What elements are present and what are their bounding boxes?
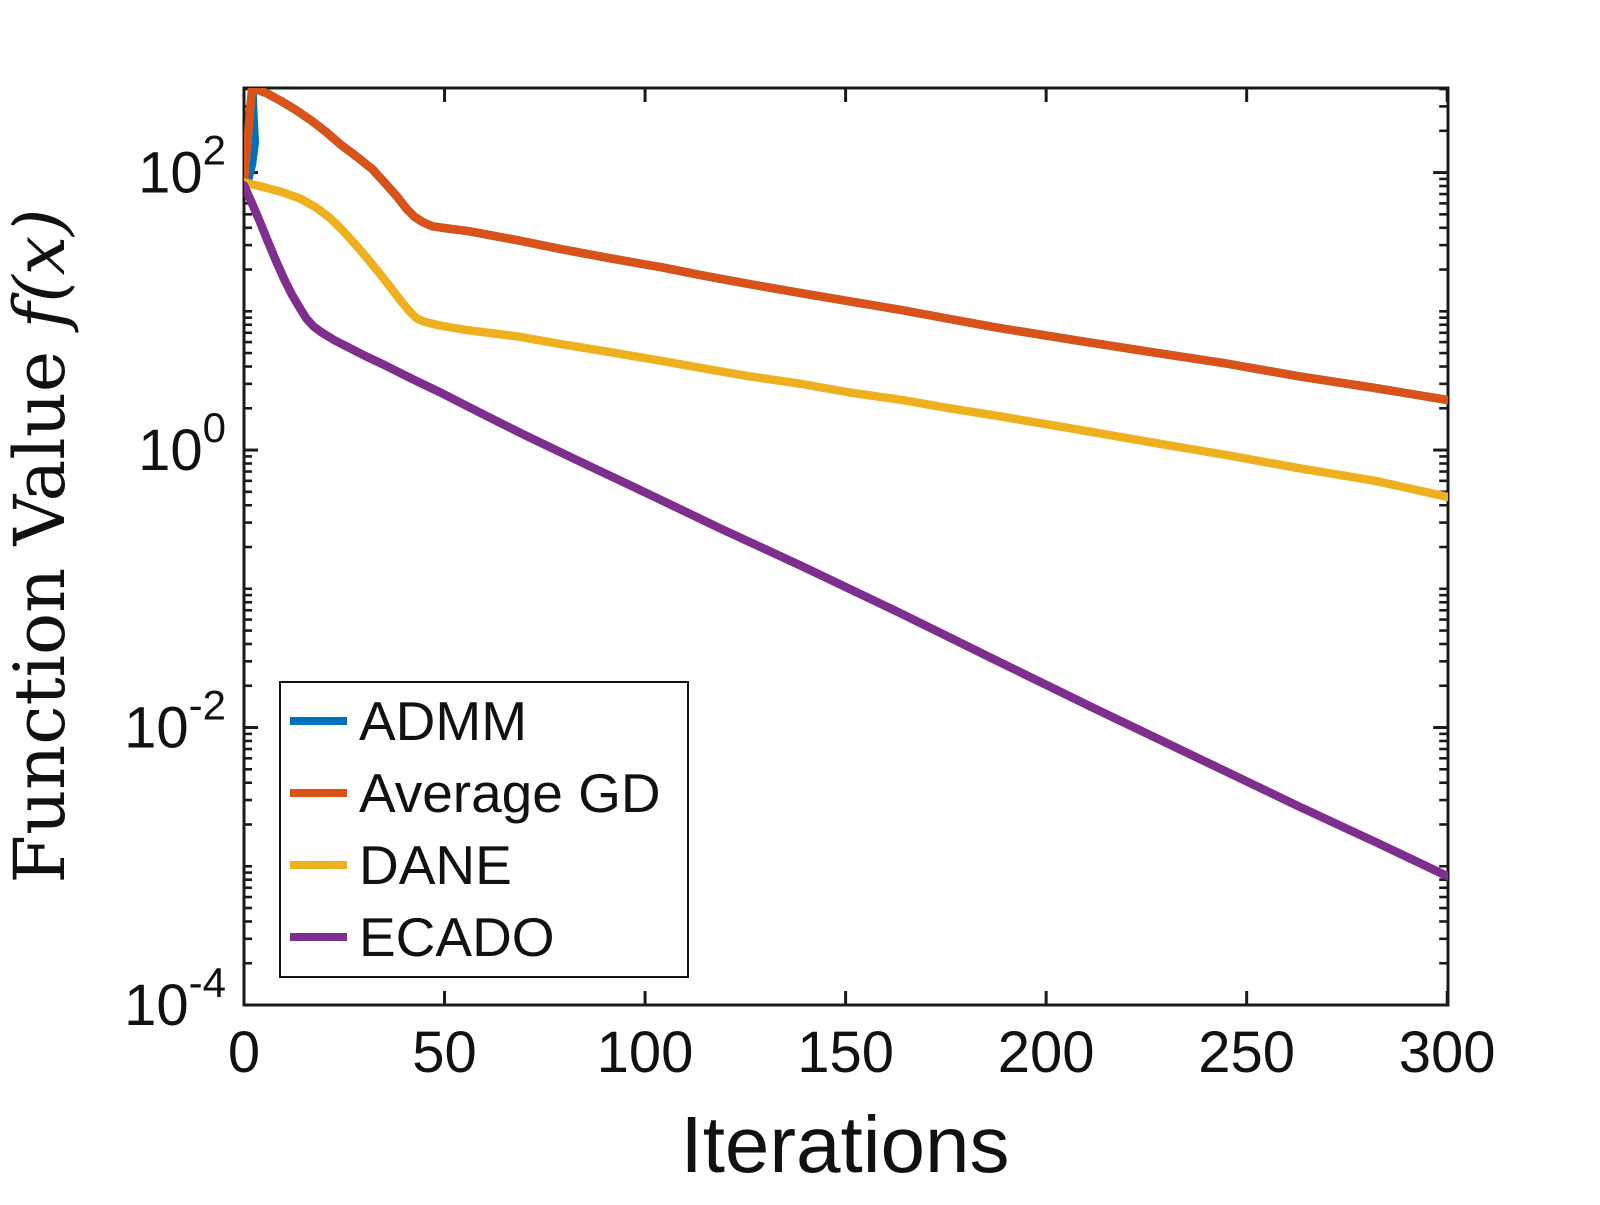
legend-label-admm: ADMM	[359, 690, 527, 752]
y-tick-label-1e0: 100	[138, 404, 226, 483]
legend-item-ecado: ECADO	[290, 906, 555, 968]
x-tick-label-0: 0	[228, 1020, 260, 1085]
legend-label-ecado: ECADO	[359, 906, 555, 968]
x-axis-title: Iterations	[680, 1100, 1009, 1189]
x-tick-label-250: 250	[1198, 1020, 1295, 1085]
x-tick-label-300: 300	[1399, 1020, 1496, 1085]
x-tick-label-150: 150	[797, 1020, 894, 1085]
legend-border	[279, 681, 689, 978]
x-tick-label-200: 200	[998, 1020, 1095, 1085]
legend-box: ADMM Average GD DANE ECADO	[279, 681, 689, 978]
legend-label-dane: DANE	[359, 834, 512, 896]
y-axis-title-math: f(x)	[0, 209, 81, 334]
curve-admm	[244, 88, 1448, 405]
legend-label-average-gd: Average GD	[359, 762, 661, 824]
y-axis-title-roman: Function Value	[0, 329, 81, 884]
legend-item-dane: DANE	[290, 834, 512, 896]
data-curves	[244, 88, 1448, 881]
x-tick-label-50: 50	[412, 1020, 477, 1085]
x-tick-label-100: 100	[597, 1020, 694, 1085]
y-axis-title: Function Value f(x)	[0, 209, 81, 884]
curve-ecado	[244, 181, 1448, 881]
tick-labels: 0 50 100 150 200 250 300 102 100 10-2 10-4	[124, 127, 1495, 1085]
legend-item-average-gd: Average GD	[290, 762, 661, 824]
y-tick-label-1e-4: 10-4	[124, 959, 226, 1038]
legend-item-admm: ADMM	[290, 690, 527, 752]
curve-average-gd	[244, 88, 1448, 405]
y-tick-label-1e2: 102	[138, 127, 226, 206]
y-tick-label-1e-2: 10-2	[124, 682, 226, 761]
curve-dane	[244, 178, 1448, 502]
